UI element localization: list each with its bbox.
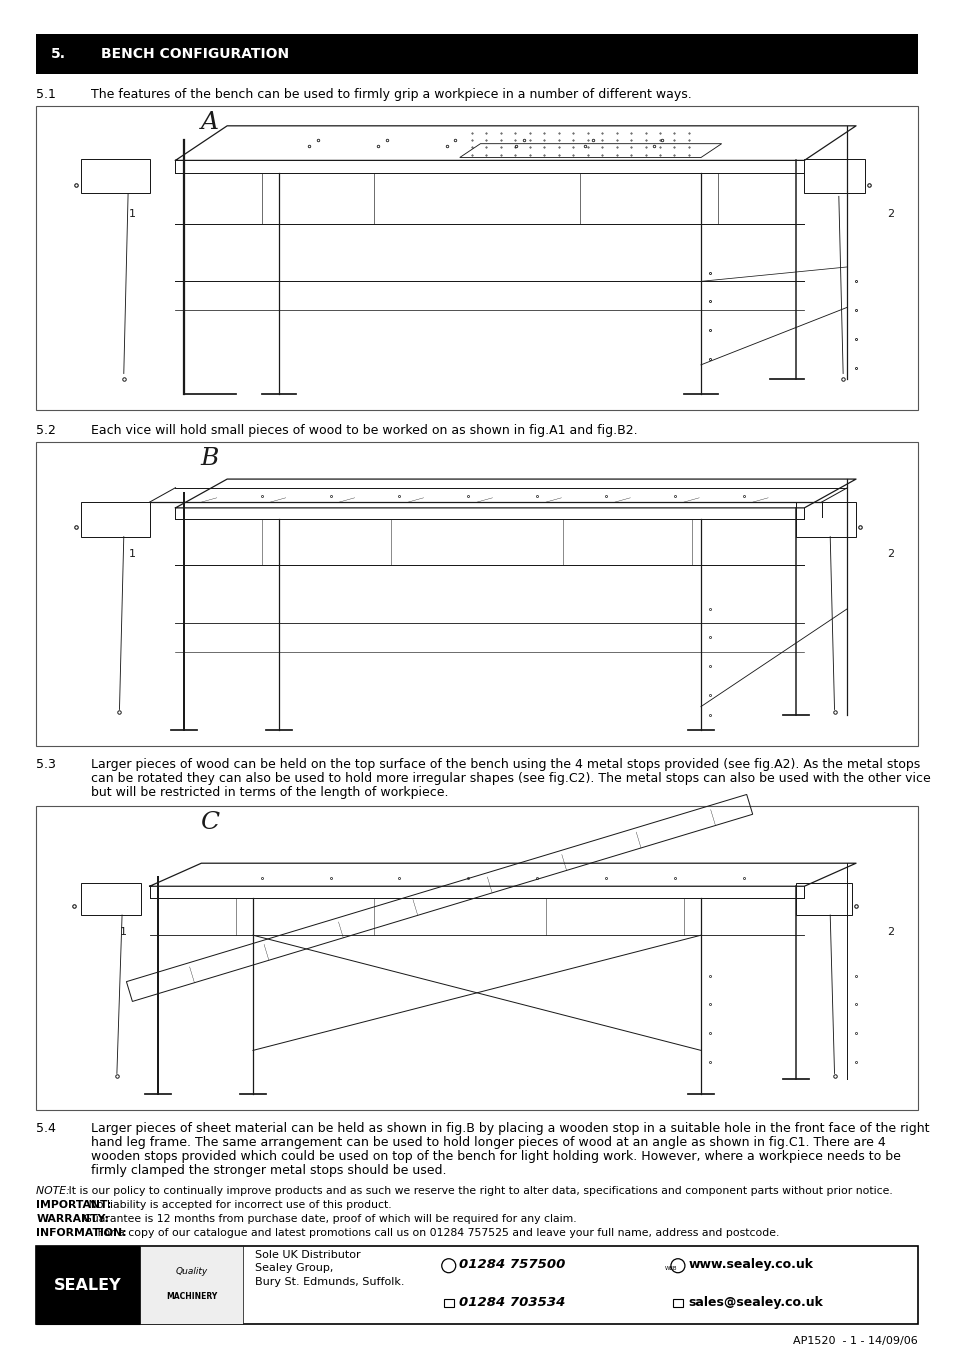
Text: No liability is accepted for incorrect use of this product.: No liability is accepted for incorrect u…	[85, 1200, 391, 1210]
Text: WARRANTY:: WARRANTY:	[36, 1215, 109, 1224]
Text: Guarantee is 12 months from purchase date, proof of which will be required for a: Guarantee is 12 months from purchase dat…	[80, 1215, 576, 1224]
Bar	[795, 503, 855, 536]
Text: 1: 1	[120, 927, 127, 938]
Text: Larger pieces of sheet material can be held as shown in fig.B by placing a woode: Larger pieces of sheet material can be h…	[91, 1123, 929, 1135]
Text: hand leg frame. The same arrangement can be used to hold longer pieces of wood a: hand leg frame. The same arrangement can…	[91, 1136, 885, 1150]
Text: A: A	[201, 111, 218, 135]
Text: B: B	[200, 447, 219, 470]
Text: 1: 1	[129, 549, 135, 559]
Text: 2: 2	[886, 208, 893, 219]
Text: 5.1: 5.1	[36, 88, 56, 101]
Text: MACHINERY: MACHINERY	[166, 1293, 217, 1301]
Text: Each vice will hold small pieces of wood to be worked on as shown in fig.A1 and : Each vice will hold small pieces of wood…	[91, 424, 638, 438]
Text: 1: 1	[129, 208, 135, 219]
Text: INFORMATION:: INFORMATION:	[36, 1228, 127, 1239]
Text: BENCH CONFIGURATION: BENCH CONFIGURATION	[101, 47, 289, 61]
Bar	[36, 34, 917, 74]
Bar	[81, 159, 150, 193]
Bar	[36, 442, 917, 746]
Text: Larger pieces of wood can be held on the top surface of the bench using the 4 me: Larger pieces of wood can be held on the…	[91, 758, 920, 771]
Text: sales@sealey.co.uk: sales@sealey.co.uk	[688, 1296, 822, 1309]
Bar	[36, 107, 917, 411]
Bar	[672, 1300, 682, 1306]
Text: 01284 757500: 01284 757500	[458, 1258, 565, 1271]
Bar	[81, 884, 141, 915]
Text: AP1520  - 1 - 14/09/06: AP1520 - 1 - 14/09/06	[792, 1336, 917, 1346]
Bar	[795, 884, 851, 915]
Text: NOTE:: NOTE:	[36, 1186, 73, 1196]
Text: 2: 2	[886, 927, 893, 938]
Bar	[81, 503, 150, 536]
Text: wooden stops provided which could be used on top of the bench for light holding : wooden stops provided which could be use…	[91, 1150, 901, 1163]
Text: C: C	[200, 812, 219, 835]
Text: 5.3: 5.3	[36, 758, 56, 771]
Text: 5.2: 5.2	[36, 424, 56, 438]
Text: For a copy of our catalogue and latest promotions call us on 01284 757525 and le: For a copy of our catalogue and latest p…	[94, 1228, 779, 1239]
Text: 5.4: 5.4	[36, 1123, 56, 1135]
Text: WEB: WEB	[664, 1266, 677, 1271]
Text: 2: 2	[886, 549, 893, 559]
Text: Quality: Quality	[175, 1267, 208, 1275]
Bar	[443, 1300, 454, 1306]
Text: The features of the bench can be used to firmly grip a workpiece in a number of : The features of the bench can be used to…	[91, 88, 691, 101]
Bar	[803, 159, 863, 193]
Text: SEALEY: SEALEY	[54, 1278, 122, 1293]
Text: Sole UK Distributor
Sealey Group,
Bury St. Edmunds, Suffolk.: Sole UK Distributor Sealey Group, Bury S…	[255, 1250, 404, 1286]
Text: www.sealey.co.uk: www.sealey.co.uk	[688, 1258, 813, 1271]
Text: IMPORTANT:: IMPORTANT:	[36, 1200, 112, 1210]
Bar	[140, 1246, 243, 1324]
Text: firmly clamped the stronger metal stops should be used.: firmly clamped the stronger metal stops …	[91, 1165, 446, 1177]
Bar	[36, 1246, 917, 1324]
Text: 01284 703534: 01284 703534	[458, 1296, 565, 1309]
Text: can be rotated they can also be used to hold more irregular shapes (see fig.C2).: can be rotated they can also be used to …	[91, 773, 930, 785]
Text: but will be restricted in terms of the length of workpiece.: but will be restricted in terms of the l…	[91, 786, 448, 800]
Text: 5.: 5.	[51, 47, 66, 61]
Text: It is our policy to continually improve products and as such we reserve the righ: It is our policy to continually improve …	[65, 1186, 892, 1196]
Bar	[36, 1246, 140, 1324]
Bar	[36, 807, 917, 1111]
